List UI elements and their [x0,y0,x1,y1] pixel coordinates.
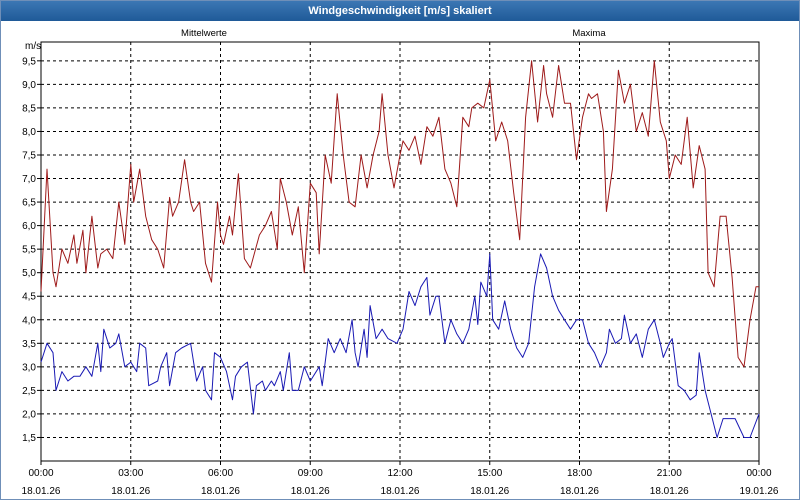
series-line-maxima [40,60,759,368]
x-tick-date: 18.01.26 [650,486,689,497]
grid-lines [41,42,759,461]
window-title: Windgeschwindigkeit [m/s] skaliert [1,1,799,21]
x-tick-time: 00:00 [28,468,53,479]
y-tick-label: 2,5 [22,386,36,397]
legend-mittelwerte: Mittelwerte [181,28,227,39]
y-tick-label: 7,5 [22,150,36,161]
x-tick-date: 18.01.26 [111,486,150,497]
x-tick-date: 18.01.26 [201,486,240,497]
series-lines [40,60,760,438]
y-tick-label: 7,0 [22,174,36,185]
x-tick-date: 18.01.26 [470,486,509,497]
y-axis-label: m/s [25,41,41,52]
y-tick-label: 9,5 [22,56,36,67]
y-tick-label: 1,5 [22,433,36,444]
y-tick-label: 3,0 [22,362,36,373]
x-tick-date: 18.01.26 [560,486,599,497]
legend-maxima: Maxima [572,28,606,39]
x-tick-time: 15:00 [477,468,502,479]
y-tick-label: 4,5 [22,292,36,303]
y-tick-label: 6,5 [22,198,36,209]
y-tick-label: 4,0 [22,315,36,326]
x-tick-time: 21:00 [657,468,682,479]
x-tick-time: 18:00 [567,468,592,479]
y-tick-label: 6,0 [22,221,36,232]
x-tick-time: 12:00 [387,468,412,479]
x-tick-time: 03:00 [118,468,143,479]
x-tick-date: 18.01.26 [381,486,420,497]
x-tick-date: 19.01.26 [740,486,779,497]
x-tick-time: 06:00 [208,468,233,479]
x-axis-ticks: 00:00 18.01.26 03:00 18.01.26 06:00 18.01.26 0… [22,461,779,497]
series-line-mittelwerte [40,253,760,438]
y-axis-ticks: 1,5 2,0 2,5 3,0 3,5 4,0 4,5 5,0 5,5 6,0 6,5 7,0 7,5 8… [22,56,41,444]
y-tick-label: 9,0 [22,80,36,91]
x-tick-date: 18.01.26 [291,486,330,497]
y-tick-label: 5,5 [22,245,36,256]
x-tick-time: 00:00 [746,468,771,479]
y-tick-label: 3,5 [22,339,36,350]
y-tick-label: 2,0 [22,409,36,420]
x-tick-date: 18.01.26 [22,486,61,497]
y-tick-label: 5,0 [22,268,36,279]
x-tick-time: 09:00 [298,468,323,479]
y-tick-label: 8,5 [22,103,36,114]
y-tick-label: 8,0 [22,127,36,138]
